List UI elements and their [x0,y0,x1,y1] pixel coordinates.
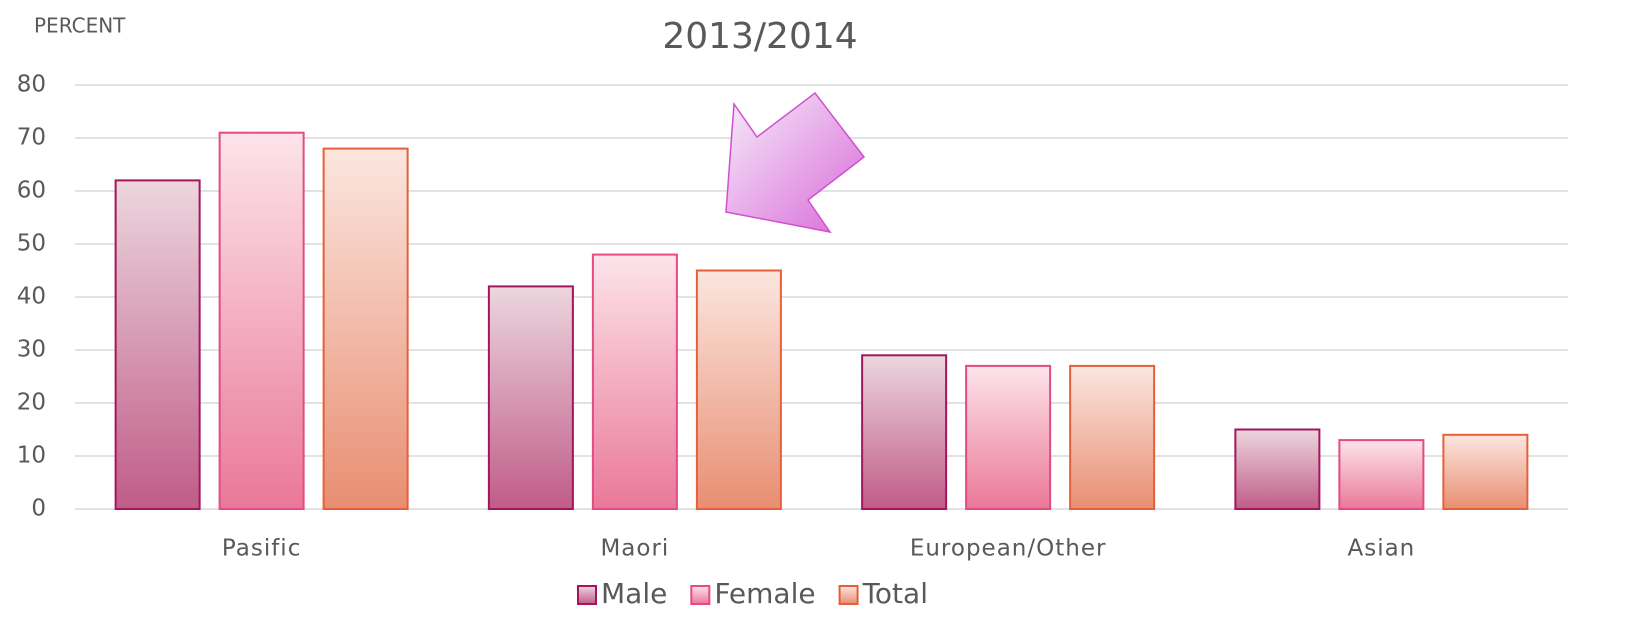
y-tick-label: 20 [17,390,46,416]
legend-label: Total [862,577,928,610]
legend-swatch [838,585,859,605]
bar [861,354,948,510]
bar [1442,433,1529,510]
legend-label: Male [601,577,667,610]
bar [965,364,1052,510]
bar [487,285,574,510]
y-tick-label: 60 [17,178,46,204]
bar [1338,439,1425,511]
bar [591,253,678,510]
arrow [725,91,866,234]
legend-swatch [690,585,711,605]
y-axis-label: PERCENT [34,14,126,38]
legend-swatch [577,585,597,605]
y-tick-label: 10 [17,443,46,469]
x-tick-label: Asian [1347,536,1415,562]
y-tick-label: 50 [17,231,46,257]
x-tick-label: European/Other [910,536,1107,562]
x-tick-label: Maori [600,536,669,562]
x-tick-label: Pasific [222,536,301,562]
y-tick-label: 0 [31,496,46,522]
chart-title: 2013/2014 [662,16,857,57]
bar [218,131,305,510]
legend-label: Female [714,577,815,610]
y-tick-label: 80 [17,72,46,98]
bar [114,179,201,510]
bar [1234,428,1321,510]
y-tick-label: 40 [17,284,46,310]
bar [1069,364,1156,510]
y-tick-label: 70 [17,125,46,151]
bar [322,147,409,510]
y-tick-label: 30 [17,337,46,363]
bar [695,269,782,510]
